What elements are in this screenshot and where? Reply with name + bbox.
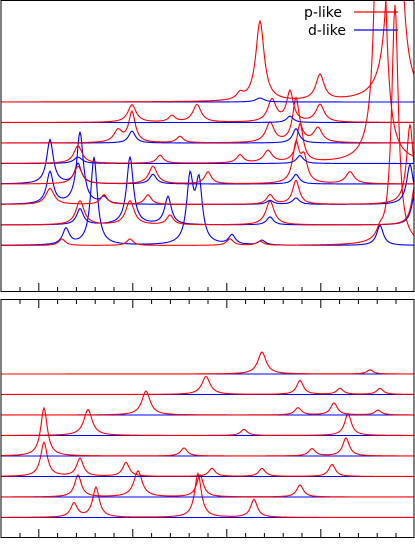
p-like-curve-top-4 — [1, 0, 415, 164]
p-like-curve-bottom-4 — [1, 408, 414, 436]
bottom-panel — [0, 299, 415, 538]
p-like-curve-top-1 — [1, 0, 415, 103]
frame-bottom — [0, 299, 415, 538]
frame-top — [0, 0, 415, 292]
p-like-curve-top-5 — [1, 139, 415, 185]
p-like-curve-bottom-6 — [1, 441, 414, 477]
d-like-curve-top-4 — [1, 154, 414, 165]
p-like-curve-top-7 — [1, 187, 415, 226]
p-like-curve-bottom-8 — [1, 471, 414, 519]
d-like-curve-top-3 — [1, 127, 414, 144]
curves-bottom — [1, 351, 414, 519]
p-like-curve-bottom-1 — [1, 351, 414, 375]
p-like-curve-bottom-2 — [1, 375, 414, 396]
top-panel — [0, 0, 415, 292]
p-like-curve-bottom-3 — [1, 390, 414, 416]
p-like-curve-top-6 — [1, 124, 415, 205]
legend: p-like d-like — [304, 5, 398, 39]
p-like-curve-top-2 — [1, 88, 414, 123]
legend-p-like-label: p-like — [304, 5, 342, 21]
p-like-curve-bottom-5 — [1, 406, 414, 457]
d-like-curve-top-8 — [1, 156, 415, 246]
d-like-curve-top-7 — [1, 156, 415, 226]
legend-d-like-label: d-like — [308, 23, 346, 39]
p-like-curve-bottom-7 — [1, 470, 414, 498]
p-like-curve-top-8 — [1, 4, 415, 246]
curves-top — [1, 0, 415, 246]
p-like-curve-top-3 — [1, 96, 415, 144]
